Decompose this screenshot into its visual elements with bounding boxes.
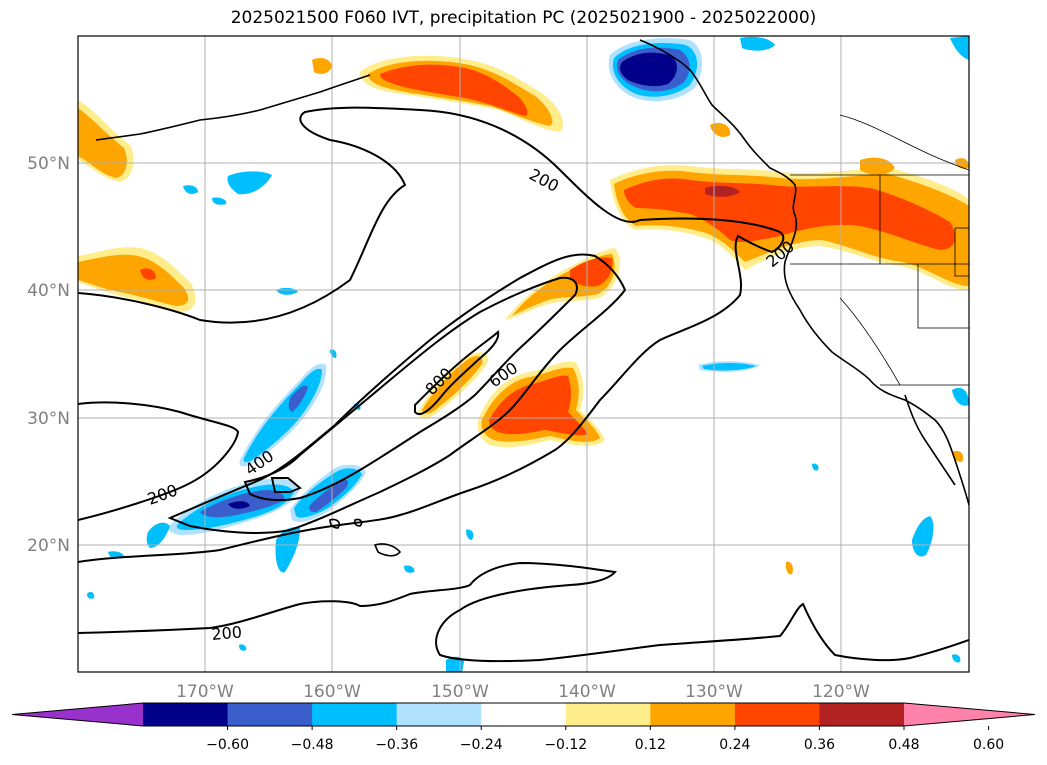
colorbar-tick-label: −0.36 — [375, 737, 418, 753]
colorbar-tick-label: −0.60 — [206, 737, 249, 753]
colorbar-tick-label: 0.36 — [804, 737, 835, 753]
lon-label: 150°W — [431, 682, 489, 702]
lat-label: 20°N — [27, 536, 70, 556]
colorbar-tick-label: 0.24 — [719, 737, 750, 753]
lat-label: 50°N — [27, 154, 70, 174]
colorbar: −0.60 −0.48 −0.36 −0.24 −0.12 0.12 0.24 0.36 0.4… — [11, 702, 1036, 753]
lon-label: 140°W — [558, 682, 616, 702]
colorbar-segment — [819, 703, 905, 726]
precip-positive-regions — [78, 55, 969, 575]
contour-label: 200 — [211, 622, 243, 644]
colorbar-segment — [312, 703, 398, 726]
colorbar-segment — [481, 703, 567, 726]
colorbar-tick-label: 0.48 — [888, 737, 919, 753]
longitude-labels: 170°W 160°W 150°W 140°W 130°W 120°W — [176, 682, 870, 702]
colorbar-segment — [734, 703, 820, 726]
colorbar-tick-label: −0.12 — [544, 737, 587, 753]
lon-label: 130°W — [685, 682, 743, 702]
precip-negative-regions — [87, 36, 969, 672]
colorbar-segment — [396, 703, 482, 726]
lat-label: 30°N — [27, 409, 70, 429]
map-canvas: 200 200 200 200 400 600 800 — [78, 36, 969, 672]
colorbar-tick-label: 0.60 — [973, 737, 1004, 753]
ivt-contours — [78, 106, 969, 663]
colorbar-tick-label: −0.24 — [460, 737, 503, 753]
country-state-borders — [790, 114, 969, 386]
lon-label: 120°W — [812, 682, 870, 702]
map-title: 2025021500 F060 IVT, precipitation PC (2… — [230, 8, 817, 28]
colorbar-extend-min — [12, 703, 143, 726]
colorbar-extend-max — [904, 703, 1035, 726]
colorbar-segment — [143, 703, 229, 726]
colorbar-tick-label: −0.48 — [291, 737, 334, 753]
colorbar-outline — [11, 702, 1036, 727]
colorbar-segment — [565, 703, 651, 726]
colorbar-segment — [227, 703, 313, 726]
map-frame — [77, 35, 970, 673]
lon-label: 170°W — [176, 682, 234, 702]
colorbar-tick-label: 0.12 — [635, 737, 666, 753]
lat-label: 40°N — [27, 281, 70, 301]
map-gridlines — [78, 36, 969, 672]
latitude-labels: 50°N 40°N 30°N 20°N — [27, 154, 70, 556]
coastlines — [95, 39, 969, 557]
lon-label: 160°W — [303, 682, 361, 702]
colorbar-segment — [650, 703, 736, 726]
